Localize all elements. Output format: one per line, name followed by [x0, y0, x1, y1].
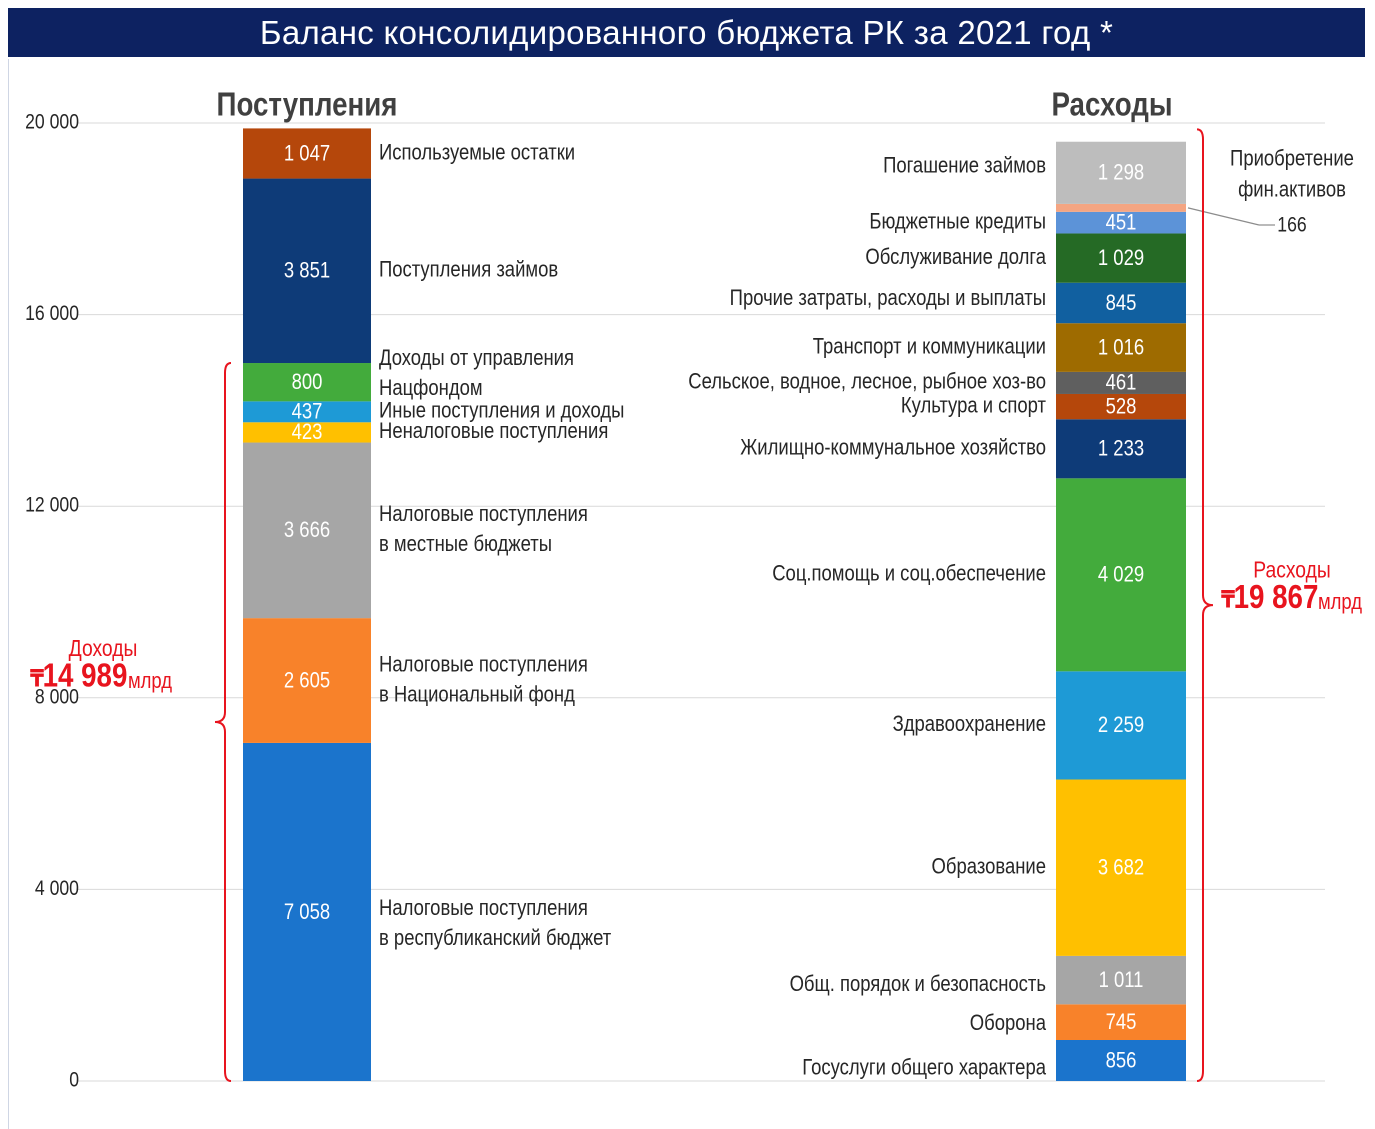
income-currency: ₸: [30, 665, 45, 692]
data-label: 451: [1106, 211, 1137, 235]
data-label: 4 029: [1098, 563, 1144, 587]
y-tick-label: 16 000: [25, 302, 79, 326]
segment-label-line-2: в Национальный фонд: [379, 683, 575, 707]
data-label: 1 298: [1098, 161, 1144, 185]
data-label: 745: [1106, 1011, 1137, 1035]
income-annotation-label: Доходы: [69, 637, 138, 662]
bar-segment: [243, 742, 371, 1081]
segment-label-line-1: Приобретение: [1230, 147, 1354, 171]
segment-label: Бюджетные кредиты: [869, 210, 1046, 234]
bar-segment: [1056, 478, 1186, 672]
expense-amount: 19 867: [1234, 579, 1319, 616]
bar-segment: [1056, 233, 1186, 283]
expense-brace: [1196, 128, 1214, 1082]
segment-label-line-2: фин.активов: [1238, 178, 1346, 202]
data-label: 1 233: [1098, 437, 1144, 461]
bar-segment: [243, 363, 371, 402]
data-label: 845: [1106, 291, 1137, 315]
income-amount: 14 989: [43, 657, 128, 694]
segment-label: Сельское, водное, лесное, рыбное хоз-во: [688, 370, 1046, 394]
expense-unit: млрд: [1318, 591, 1362, 615]
segment-label: Обслуживание долга: [865, 245, 1046, 269]
expense-column-title: Расходы: [1051, 86, 1172, 123]
bar-segment: [1056, 371, 1186, 394]
data-label: 2 259: [1098, 714, 1144, 738]
y-tick-label: 8 000: [35, 685, 79, 709]
bar-segment: [1056, 1039, 1186, 1081]
segment-label: Культура и спорт: [901, 394, 1046, 418]
segment-label-line-1: Налоговые поступления: [379, 503, 588, 527]
data-label: 1 011: [1099, 968, 1144, 992]
segment-label: Неналоговые поступления: [379, 420, 608, 444]
segment-label-line-2: в республиканский бюджет: [379, 926, 611, 950]
bar-segment: [1056, 282, 1186, 324]
segment-label-line-2: Нацфондом: [379, 377, 483, 401]
data-label: 528: [1106, 395, 1137, 419]
income-brace: [214, 362, 232, 1082]
data-label: 1 047: [284, 142, 330, 166]
bar-segment: [1056, 1004, 1186, 1040]
leader-line: [1187, 207, 1260, 226]
segment-label: Прочие затраты, расходы и выплаты: [730, 286, 1046, 310]
bar-segment: [243, 128, 371, 179]
chart-title: Баланс консолидированного бюджета РК за …: [8, 8, 1365, 57]
data-label: 423: [292, 421, 323, 445]
bar-segment: [1056, 779, 1186, 956]
expense-currency: ₸: [1221, 586, 1236, 613]
data-label: 3 666: [284, 519, 330, 543]
segment-label: Соц.помощь и соц.обеспечение: [772, 562, 1046, 586]
bar-segment: [1056, 419, 1186, 479]
y-tick-label: 0: [69, 1068, 79, 1092]
segment-label: Поступления займов: [379, 258, 558, 282]
segment-label: Иные поступления и доходы: [379, 399, 624, 423]
data-label: 7 058: [284, 900, 330, 924]
segment-label: Транспорт и коммуникации: [813, 335, 1046, 359]
segment-label: Используемые остатки: [379, 141, 575, 165]
segment-label-line-1: Налоговые поступления: [379, 896, 588, 920]
income-column-title: Поступления: [217, 86, 398, 123]
segment-label: Общ. порядок и безопасность: [790, 972, 1046, 996]
data-label: 2 605: [284, 669, 330, 693]
segment-label: Образование: [932, 855, 1046, 879]
y-tick-label: 4 000: [35, 877, 79, 901]
bar-segment: [243, 618, 371, 743]
bar-segment: [1056, 671, 1186, 780]
bar-segment: [243, 442, 371, 619]
bar-segment: [243, 422, 371, 443]
data-label: 1 029: [1098, 246, 1144, 270]
income-unit: млрд: [128, 669, 172, 693]
chart-canvas: 0 4 000 8 000 12 000 16 000 20 000 Поступления…: [8, 59, 1366, 1129]
segment-label-line-1: Доходы от управления: [379, 347, 574, 371]
stacked-bar-chart: 0 4 000 8 000 12 000 16 000 20 000 Поступления…: [25, 86, 1362, 1092]
segment-label-line-1: Налоговые поступления: [379, 653, 588, 677]
data-label: 3 682: [1098, 856, 1144, 880]
bar-segment: [1056, 141, 1186, 204]
bar-segment: [1056, 955, 1186, 1005]
data-label: 3 851: [284, 259, 330, 283]
y-tick-label: 20 000: [25, 110, 79, 134]
segment-label: Оборона: [970, 1012, 1047, 1036]
bar-segment: [1056, 323, 1186, 372]
data-label: 1 016: [1098, 336, 1144, 360]
segment-label: Жилищно-коммунальное хозяйство: [740, 436, 1046, 460]
bar-segment: [1056, 393, 1186, 420]
data-label: 856: [1106, 1049, 1137, 1073]
data-label: 461: [1106, 371, 1137, 395]
bar-segment: [243, 178, 371, 364]
segment-label: Погашение займов: [883, 154, 1046, 178]
expense-annotation-label: Расходы: [1253, 558, 1331, 583]
bar-segment: [1056, 203, 1186, 212]
y-tick-label: 12 000: [25, 493, 79, 517]
data-label: 166: [1277, 213, 1306, 237]
segment-label: Госуслуги общего характера: [802, 1056, 1046, 1080]
bar-segment: [1056, 211, 1186, 234]
data-label: 437: [292, 400, 323, 424]
segment-label: Здравоохранение: [893, 713, 1046, 737]
data-label: 800: [292, 371, 323, 395]
bar-segment: [243, 401, 371, 423]
segment-label-line-2: в местные бюджеты: [379, 533, 552, 557]
